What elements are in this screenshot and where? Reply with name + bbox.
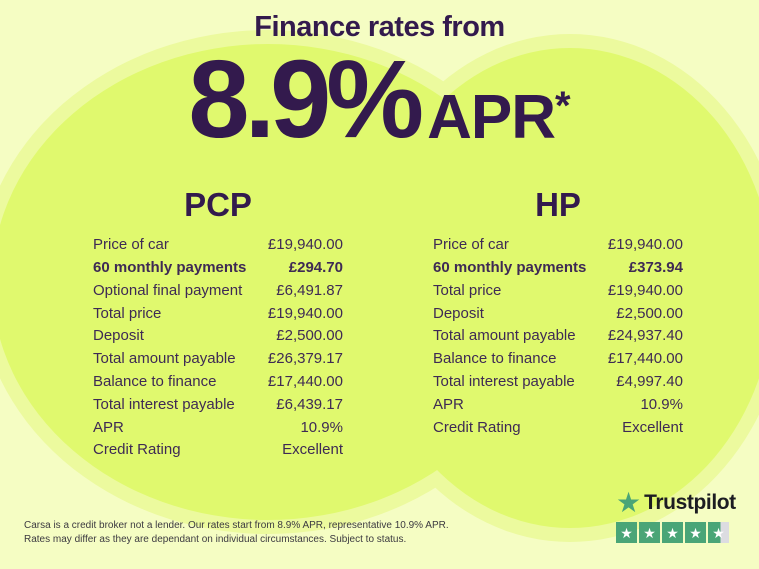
table-row: Price of car £19,940.00 xyxy=(433,236,683,259)
row-value: £19,940.00 xyxy=(267,304,343,322)
trustpilot-star-icon: ★ xyxy=(616,487,642,518)
row-label: Total price xyxy=(433,281,502,299)
headline-rate: 8.9% APR * xyxy=(0,38,759,161)
table-row: 60 monthly payments £373.94 xyxy=(433,259,683,282)
row-label: Total interest payable xyxy=(93,395,235,413)
rating-star: ★ xyxy=(708,522,729,543)
rating-star: ★ xyxy=(616,522,637,543)
table-row: Credit Rating Excellent xyxy=(93,441,343,464)
row-label: Balance to finance xyxy=(433,350,557,368)
disclaimer-line: Rates may differ as they are dependant o… xyxy=(24,534,407,545)
trustpilot-wordmark: Trustpilot xyxy=(644,491,736,514)
disclaimer-text: Carsa is a credit broker not a lender. O… xyxy=(24,519,449,547)
row-value: £17,440.00 xyxy=(267,373,343,391)
row-value: £24,937.40 xyxy=(607,327,683,345)
hp-rows: Price of car £19,940.00 60 monthly payment… xyxy=(433,236,683,441)
disclaimer-line: Carsa is a credit broker not a lender. O… xyxy=(24,520,449,531)
row-label: Balance to finance xyxy=(93,373,217,391)
row-label: Price of car xyxy=(433,236,509,254)
row-label: Total amount payable xyxy=(93,350,236,368)
row-value: £373.94 xyxy=(628,259,683,277)
row-label: Deposit xyxy=(93,327,144,345)
row-value: £294.70 xyxy=(288,259,343,277)
row-label: Credit Rating xyxy=(433,418,521,436)
row-label: Total price xyxy=(93,304,162,322)
row-label: 60 monthly payments xyxy=(93,259,247,277)
table-row: Total interest payable £4,997.40 xyxy=(433,373,683,396)
row-value: £6,491.87 xyxy=(276,281,343,299)
rate-value: 8.9% xyxy=(188,38,424,161)
row-label: Total amount payable xyxy=(433,327,576,345)
row-value: £2,500.00 xyxy=(276,327,343,345)
background-circle-right xyxy=(366,48,759,528)
trustpilot-rating-stars: ★ ★ ★ ★ ★ xyxy=(616,522,736,543)
rate-asterisk: * xyxy=(555,84,571,128)
row-label: Total interest payable xyxy=(433,373,575,391)
row-value: £2,500.00 xyxy=(616,304,683,322)
rate-unit: APR xyxy=(427,82,556,152)
row-label: Optional final payment xyxy=(93,281,243,299)
table-row: APR 10.9% xyxy=(433,396,683,419)
table-row: Total price £19,940.00 xyxy=(93,305,343,328)
row-label: APR xyxy=(93,418,124,436)
rating-star: ★ xyxy=(685,522,706,543)
row-value: Excellent xyxy=(282,441,343,459)
row-label: Deposit xyxy=(433,304,484,322)
row-label: APR xyxy=(433,395,464,413)
rating-star: ★ xyxy=(639,522,660,543)
table-row: Balance to finance £17,440.00 xyxy=(433,350,683,373)
rating-star: ★ xyxy=(662,522,683,543)
table-row: Price of car £19,940.00 xyxy=(93,236,343,259)
hp-table: HP Price of car £19,940.00 60 monthly paym… xyxy=(433,186,683,441)
trustpilot-badge: ★ Trustpilot ★ ★ ★ ★ ★ xyxy=(616,489,736,543)
table-row: Total amount payable £26,379.17 xyxy=(93,350,343,373)
table-row: Total interest payable £6,439.17 xyxy=(93,396,343,419)
hp-title: HP xyxy=(535,186,581,223)
banner-title: Finance rates from xyxy=(254,11,505,43)
table-row: Total price £19,940.00 xyxy=(433,282,683,305)
row-value: £6,439.17 xyxy=(276,395,343,413)
row-value: £19,940.00 xyxy=(267,236,343,254)
row-value: £4,997.40 xyxy=(616,373,683,391)
row-value: 10.9% xyxy=(640,395,683,413)
pcp-rows: Price of car £19,940.00 60 monthly payment… xyxy=(93,236,343,464)
row-value: £19,940.00 xyxy=(607,236,683,254)
table-row: Credit Rating Excellent xyxy=(433,419,683,442)
row-label: 60 monthly payments xyxy=(433,259,587,277)
row-value: £19,940.00 xyxy=(607,281,683,299)
row-value: Excellent xyxy=(622,418,683,436)
table-row: Optional final payment £6,491.87 xyxy=(93,282,343,305)
table-row: Deposit £2,500.00 xyxy=(93,327,343,350)
row-value: £26,379.17 xyxy=(267,350,343,368)
pcp-title: PCP xyxy=(184,186,252,223)
table-row: 60 monthly payments £294.70 xyxy=(93,259,343,282)
table-row: Deposit £2,500.00 xyxy=(433,305,683,328)
table-row: Balance to finance £17,440.00 xyxy=(93,373,343,396)
pcp-table: PCP Price of car £19,940.00 60 monthly pay… xyxy=(93,186,343,464)
row-value: £17,440.00 xyxy=(607,350,683,368)
trustpilot-logo: ★ Trustpilot xyxy=(616,489,736,517)
table-row: APR 10.9% xyxy=(93,419,343,442)
table-row: Total amount payable £24,937.40 xyxy=(433,327,683,350)
row-label: Price of car xyxy=(93,236,169,254)
row-value: 10.9% xyxy=(300,418,343,436)
row-label: Credit Rating xyxy=(93,441,181,459)
